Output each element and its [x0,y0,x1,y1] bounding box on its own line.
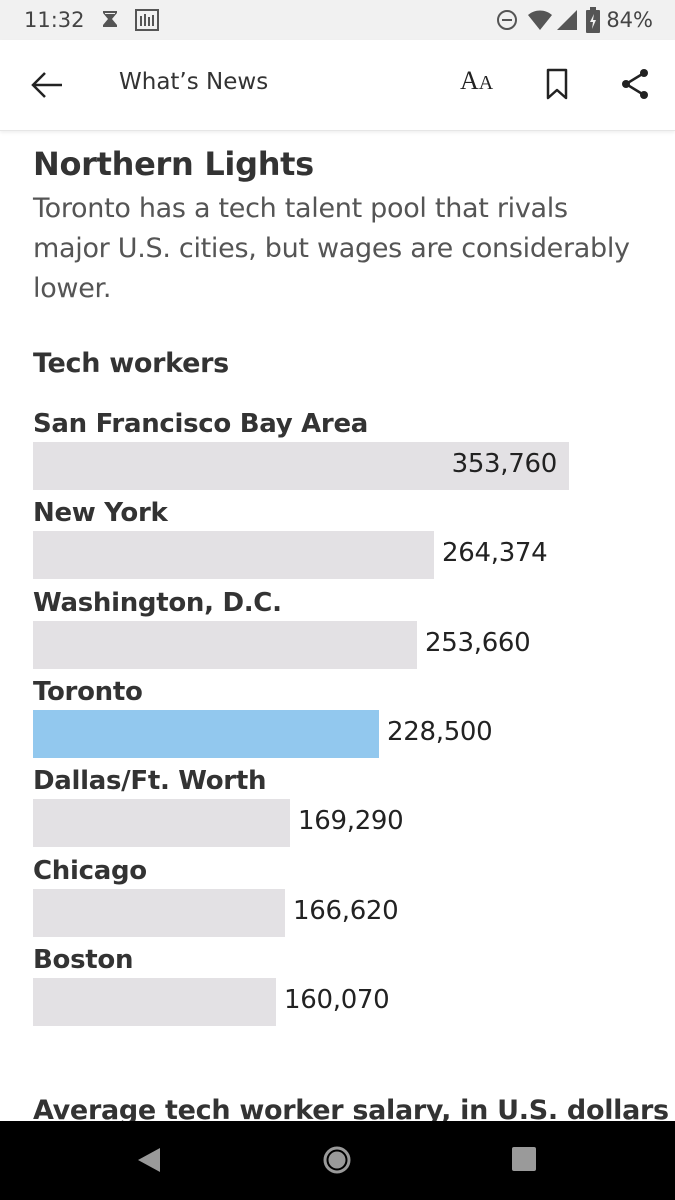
status-bar: 11:32 84% [0,0,675,40]
bar [33,977,276,1026]
next-chart-title: Average tech worker salary, in U.S. doll… [33,1095,669,1121]
bar-label: San Francisco Bay Area [33,409,369,439]
bar-label: Washington, D.C. [33,587,282,618]
cell-signal-icon [556,9,578,37]
status-time: 11:32 [24,8,85,32]
bar-value-label: 228,500 [387,716,493,747]
article-dek: Toronto has a tech talent pool that riva… [33,193,630,304]
do-not-disturb-icon [496,9,518,37]
bar [33,709,379,758]
font-size-label-large: A [460,66,479,95]
bar-label: New York [33,498,168,529]
share-icon[interactable] [620,68,650,105]
battery-percent: 84% [606,8,653,32]
chart-notification-icon [135,9,159,37]
bar-value-label: 353,760 [451,449,558,479]
bookmark-icon[interactable] [546,68,568,105]
font-size-label-small: A [478,72,494,94]
bar [33,620,417,669]
bar [33,531,434,580]
nav-recents-icon[interactable] [511,1146,537,1177]
bar-value-label: 169,290 [298,806,404,837]
bar-label: Chicago [33,855,147,886]
chart-title: Tech workers [33,348,229,379]
bar-value-label: 166,620 [293,895,399,926]
back-arrow-icon[interactable] [30,70,64,100]
nav-back-icon[interactable] [136,1146,162,1179]
bar [33,442,569,490]
navigation-bar [0,1121,675,1200]
app-header: What’s News AA [0,40,675,131]
wifi-icon [527,9,553,37]
bar-value-label: 253,660 [425,627,531,658]
section-title: What’s News [119,69,269,95]
tech-workers-bar-chart: San Francisco Bay Area 353,760 New York 264… [0,131,675,1121]
bar [33,799,290,848]
nav-home-icon[interactable] [322,1145,352,1180]
article-headline: Northern Lights [33,145,314,183]
bar-label: Dallas/Ft. Worth [33,766,267,797]
hourglass-icon [100,9,120,35]
article-body: Northern Lights Toronto has a tech talen… [0,131,675,1121]
bar-label: Boston [33,944,134,975]
bar-label: Toronto [33,676,143,707]
bar-value-label: 264,374 [442,538,548,569]
bar-value-label: 160,070 [284,984,390,1015]
font-size-button[interactable]: AA [460,66,493,96]
battery-charging-icon [586,7,600,39]
bar [33,888,285,937]
